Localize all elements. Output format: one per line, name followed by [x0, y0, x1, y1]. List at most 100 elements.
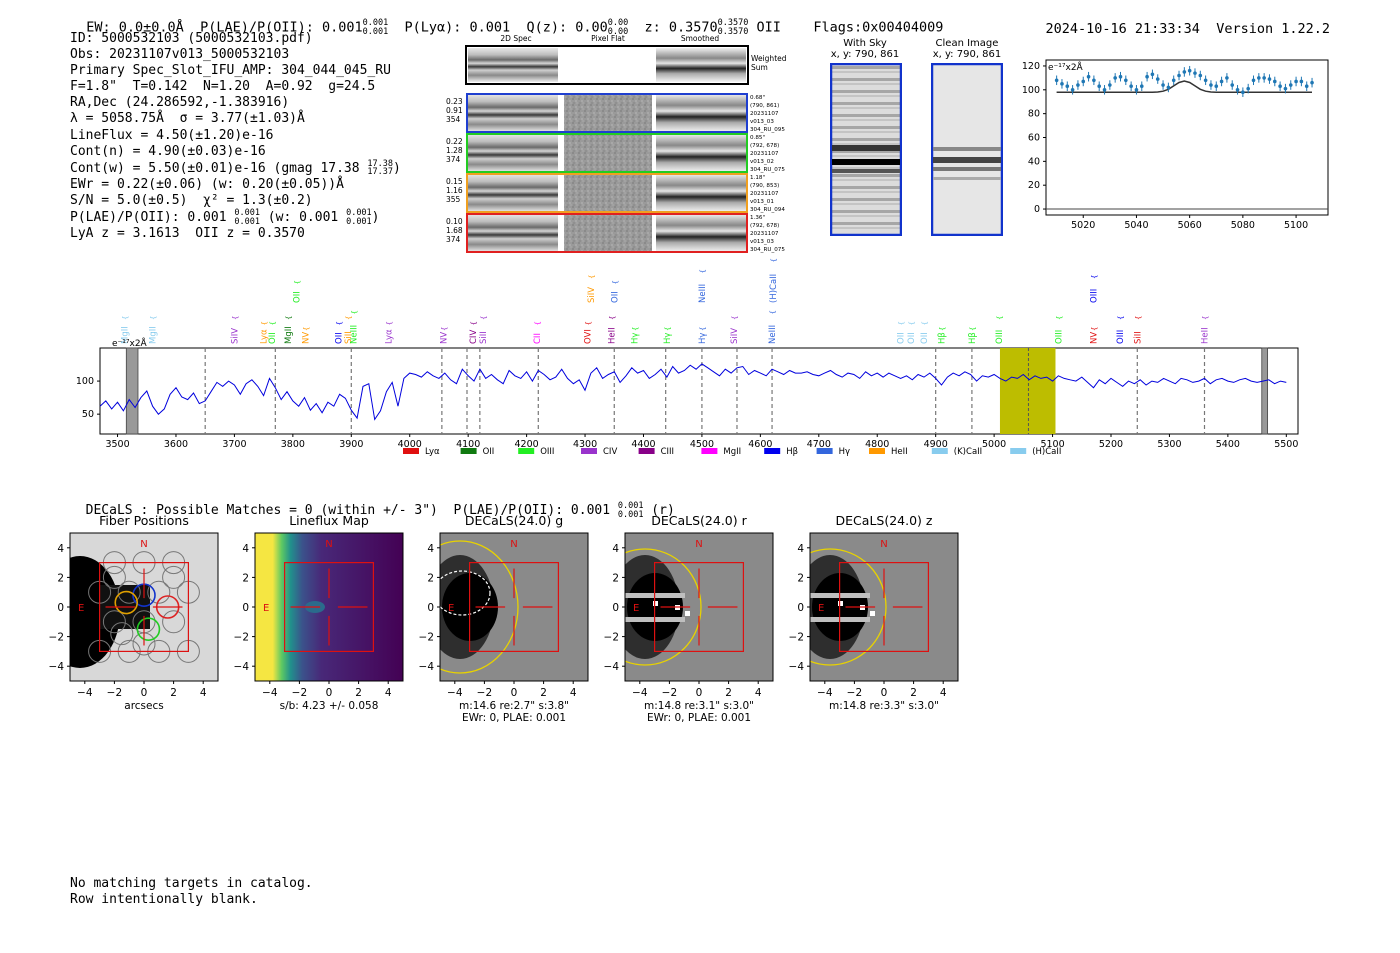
panel-caption: m:14.8 re:3.3" s:3.0" — [829, 700, 939, 712]
emission-line-label: OII — [268, 332, 278, 344]
panel-xtick-label: 0 — [881, 687, 888, 699]
panel-xtick-label: 4 — [940, 687, 947, 699]
emission-line-label: OII — [907, 332, 917, 344]
spec-xtick-label: 4000 — [398, 439, 422, 450]
panel-caption-2: EWr: 0, PLAE: 0.001 — [462, 712, 566, 724]
emission-line-label: SiII — [344, 331, 354, 344]
galaxy-ellipse — [440, 540, 519, 674]
north-label: N — [880, 539, 887, 550]
fiber-circle — [102, 565, 126, 589]
cutout-meta: 20231107 — [750, 231, 779, 237]
emission-line-label: (H)CaII — [769, 274, 779, 303]
svg-text:{: { — [770, 258, 778, 262]
svg-text:{: { — [584, 321, 592, 325]
zoom-data-point — [1278, 81, 1282, 91]
zoom-data-point — [1230, 80, 1235, 90]
svg-text:{: { — [611, 280, 619, 284]
emission-line-label: OII — [897, 332, 907, 344]
zoom-data-point — [1118, 71, 1123, 82]
aperture-ellipse — [440, 570, 491, 616]
spec-ytick-label: 100 — [76, 376, 94, 387]
svg-text:{: { — [1201, 316, 1209, 320]
spec-xtick-label: 4900 — [924, 439, 948, 450]
zoom-data-point — [1187, 65, 1192, 76]
panel-xtick-label: −4 — [817, 687, 833, 699]
cutout-smoothed — [656, 174, 746, 212]
panel-xtick-label: −2 — [292, 687, 307, 699]
zoom-data-point — [1257, 73, 1261, 83]
full-spectrum-chart: MgII{MgII{SiIV{Lyα{OII{MgII{OII{NV{OII{S… — [76, 258, 1299, 457]
fiber-circle — [102, 610, 126, 634]
panel-xtick-label: 4 — [385, 687, 392, 699]
info-lambda: λ = 5058.75Å σ = 3.77(±1.03)Å — [70, 111, 305, 127]
panel-ytick-label: 4 — [242, 543, 249, 555]
panel-xtick-label: −4 — [447, 687, 463, 699]
header-version: Version 1.22.2 — [1216, 21, 1330, 37]
info-radec: RA,Dec (24.286592,-1.383916) — [70, 95, 290, 111]
panel-ytick-label: 4 — [57, 543, 64, 555]
panel-ytick-label: 2 — [57, 572, 64, 584]
zoom-data-point — [1065, 81, 1070, 91]
svg-text:{: { — [588, 275, 596, 279]
svg-text:MgII: MgII — [723, 447, 741, 457]
svg-text:{: { — [632, 327, 640, 331]
spectrum-flux-line — [99, 363, 1287, 421]
panel-ytick-label: −4 — [789, 661, 805, 673]
emission-line-label: SiIV — [730, 328, 740, 344]
cutout-meta: 304_RU_075 — [750, 247, 785, 253]
cutout-pixelflat — [564, 134, 652, 172]
svg-text:{: { — [335, 321, 343, 325]
weighted-label-1: Weighted — [751, 54, 787, 63]
legend-entry: (H)CaII — [1010, 447, 1061, 457]
spec-xtick-label: 5300 — [1157, 439, 1181, 450]
zoom-data-point — [1203, 75, 1208, 86]
emission-line-label: Hγ — [631, 333, 641, 344]
spec-xtick-label: 4200 — [515, 439, 539, 450]
zoom-ytick-label: 60 — [1028, 133, 1040, 144]
svg-text:{: { — [231, 316, 239, 320]
svg-text:{: { — [345, 316, 353, 320]
panel-title: DECaLS(24.0) g — [465, 513, 563, 528]
emission-line-label: OIII — [1054, 330, 1064, 344]
svg-text:{: { — [1055, 316, 1063, 320]
emission-line-label: NV — [1089, 332, 1099, 344]
panel-caption: m:14.6 re:2.7" s:3.8" — [459, 700, 569, 712]
panel-ytick-label: −2 — [49, 632, 64, 644]
cutout-meta: 304_RU_094 — [750, 207, 785, 213]
svg-text:{: { — [480, 316, 488, 320]
emission-line-label: OVI — [583, 329, 593, 344]
zoom-ytick-label: 40 — [1028, 156, 1040, 167]
emission-line-label: MgII — [121, 326, 131, 344]
clean-image-title: Clean Image x, y: 790, 861 — [932, 38, 1002, 60]
legend-entry: HeII — [869, 447, 908, 457]
image-panels: Fiber Positions N E 4 2 0 −2 −4 −4 −2 0 2 4 arcsecs Li… — [49, 513, 959, 724]
zoom-data-point — [1299, 76, 1304, 87]
emission-line-label: Lyα — [385, 329, 395, 344]
emission-line-label: NeIII — [698, 284, 708, 303]
svg-text:{: { — [921, 321, 929, 325]
zoom-data-point — [1129, 81, 1133, 91]
footer-line-2: Row intentionally blank. — [70, 891, 258, 907]
search-box — [653, 561, 744, 653]
clean-image — [931, 63, 1003, 236]
panel-ytick-label: 2 — [797, 572, 804, 584]
fiber-orange — [114, 590, 139, 615]
east-label: E — [448, 603, 454, 614]
zoom-data-point — [1177, 70, 1181, 81]
masked-range — [125, 347, 139, 435]
cutout-meta: (792, 678) — [750, 223, 779, 229]
svg-text:{: { — [769, 310, 777, 314]
panel-caption: m:14.8 re:3.1" s:3.0" — [644, 700, 754, 712]
panel-ytick-label: 4 — [797, 543, 804, 555]
cutout-2dspec — [468, 134, 558, 172]
panel-ytick-label: 0 — [57, 602, 64, 614]
zoom-data-point — [1102, 85, 1107, 95]
panel-ytick-label: −2 — [604, 632, 619, 644]
svg-text:{: { — [608, 316, 616, 320]
zoom-data-point — [1070, 85, 1075, 95]
svg-text:{: { — [898, 321, 906, 325]
emission-line-label: SiIV — [587, 287, 597, 303]
panel-fiber: Fiber Positions N E 4 2 0 −2 −4 −4 −2 0 2 4 arcsecs — [49, 513, 219, 712]
